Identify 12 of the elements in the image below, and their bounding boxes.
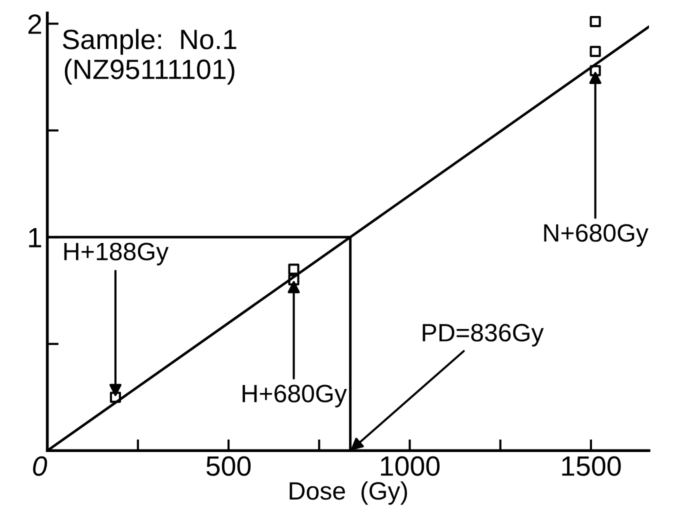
x-tick-label: 1500 xyxy=(562,456,621,476)
x-tick-label: 1000 xyxy=(380,456,440,476)
annotation: H+188Gy xyxy=(64,242,169,266)
text: Sample: No.1 (NZ95111101) xyxy=(62,28,236,85)
y-tick-label: 1 xyxy=(29,228,42,248)
x-tick-label: 0 xyxy=(33,456,48,476)
y-tick-label: 2 xyxy=(28,14,42,34)
annotation: N+680Gy xyxy=(544,224,648,247)
annotation: H+680Gy xyxy=(242,384,347,408)
x-axis-title: Dose (Gy) xyxy=(290,481,408,505)
x-tick-label: 500 xyxy=(206,456,251,476)
annotation: PD=836Gy xyxy=(422,324,544,346)
